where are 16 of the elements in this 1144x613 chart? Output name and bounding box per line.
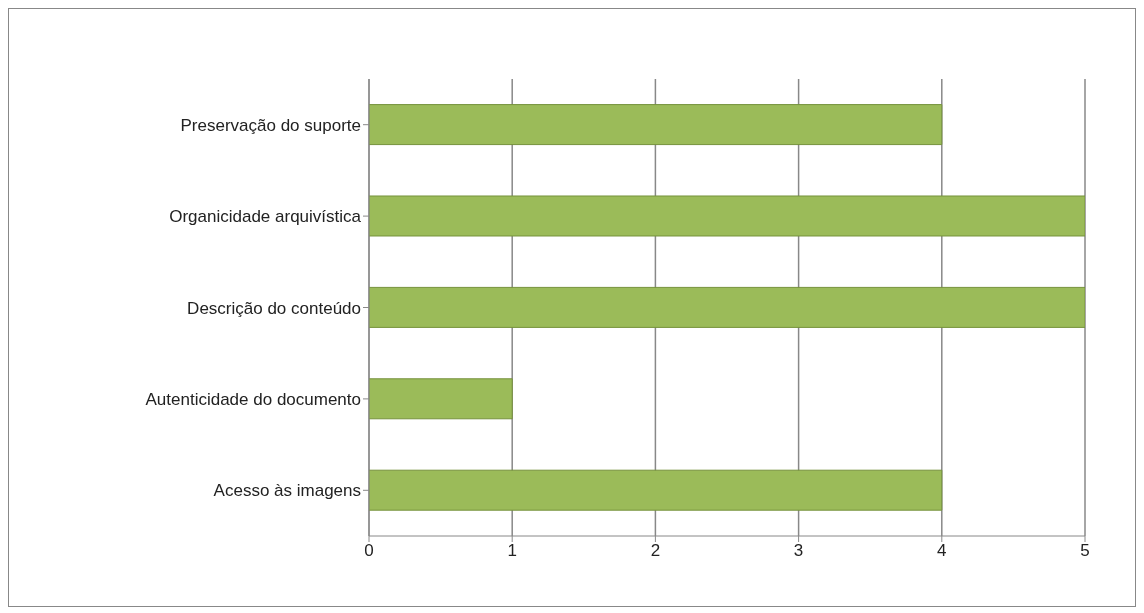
y-tick-label: Organicidade arquivística [169, 207, 362, 227]
bar [369, 104, 943, 146]
y-tick-label: Descrição do conteúdo [187, 298, 361, 318]
bar [369, 195, 1085, 237]
bar [369, 469, 943, 511]
y-tick-label: Acesso às imagens [213, 481, 361, 501]
x-tick-label: 5 [1080, 541, 1090, 561]
x-tick-label: 2 [650, 541, 661, 561]
x-tick-label: 0 [364, 541, 374, 561]
bar [369, 378, 513, 420]
x-tick-label: 1 [507, 541, 517, 561]
y-tick-label: Autenticidade do documento [145, 389, 361, 409]
x-tick-label: 4 [937, 541, 947, 561]
bar [369, 286, 1085, 328]
y-tick-label: Preservação do suporte [180, 115, 361, 135]
x-tick-label: 3 [793, 541, 804, 561]
